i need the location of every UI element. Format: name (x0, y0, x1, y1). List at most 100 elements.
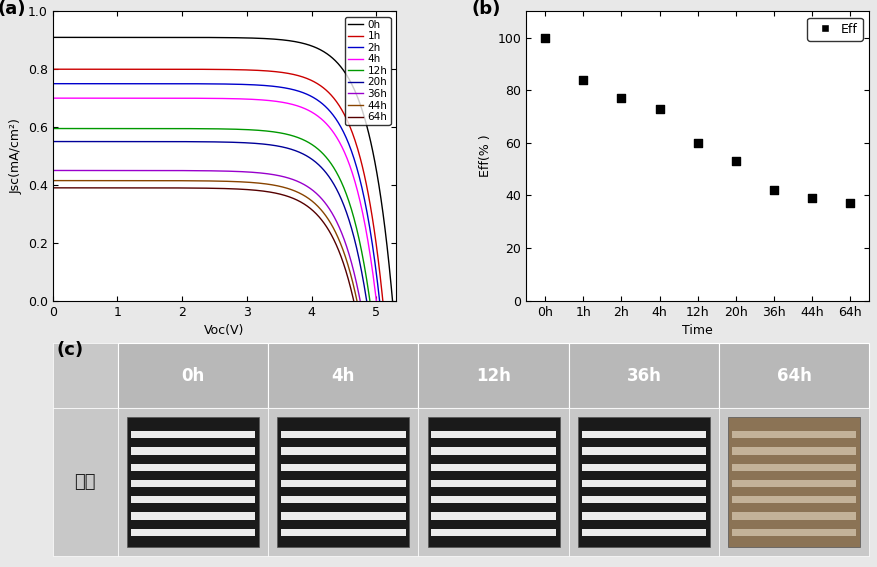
12h (198, 125, 209, 132)
Bar (118, 408, 268, 556)
Text: 64h: 64h (776, 366, 810, 384)
2h (374, 297, 384, 304)
20h (353, 256, 364, 263)
Bar (581, 480, 705, 487)
0h (325, 54, 336, 61)
0h (210, 34, 221, 41)
12h (364, 297, 374, 304)
Point (766, 185, 780, 194)
0h (379, 220, 389, 227)
Bar (581, 513, 705, 519)
44h (228, 178, 239, 185)
20h (234, 139, 245, 146)
Bar (581, 496, 705, 503)
Bar (431, 464, 555, 471)
Bar (127, 417, 259, 547)
Bar (53, 408, 118, 556)
Bar (718, 408, 868, 556)
4h (222, 95, 232, 102)
Bar (281, 431, 405, 438)
64h (348, 297, 359, 304)
64h (192, 185, 203, 192)
36h (354, 297, 365, 304)
4h (363, 242, 374, 248)
20h (361, 297, 372, 304)
Bar (131, 480, 255, 487)
64h (341, 269, 352, 276)
Point (614, 94, 628, 103)
Bar (731, 464, 855, 471)
Bar (268, 343, 418, 408)
Bar (568, 343, 718, 408)
36h (347, 264, 358, 271)
Bar (718, 343, 868, 408)
Bar (281, 513, 405, 519)
4h (201, 95, 211, 101)
Line: 44h: 44h (53, 181, 357, 301)
12h (47, 125, 58, 132)
Point (690, 138, 704, 147)
Text: 36h: 36h (625, 366, 660, 384)
12h (218, 125, 229, 132)
Bar (131, 431, 255, 438)
12h (307, 142, 317, 149)
2h (242, 81, 253, 88)
Bar (731, 480, 855, 487)
Legend: Eff: Eff (807, 18, 862, 41)
36h (230, 168, 240, 175)
Bar (431, 528, 555, 536)
1h (317, 84, 328, 91)
Bar (281, 528, 405, 536)
Line: 2h: 2h (53, 84, 379, 301)
Bar (431, 431, 555, 438)
Text: (a): (a) (0, 0, 26, 18)
Bar (131, 513, 255, 519)
44h (47, 177, 58, 184)
12h (357, 251, 367, 258)
Bar (581, 464, 705, 471)
64h (47, 184, 58, 191)
64h (226, 185, 237, 192)
36h (47, 167, 58, 174)
44h (352, 297, 362, 304)
1h (244, 66, 254, 73)
1h (225, 66, 236, 73)
X-axis label: Time: Time (681, 324, 712, 337)
1h (47, 66, 58, 73)
44h (194, 177, 204, 184)
Bar (427, 417, 559, 547)
Text: 12h: 12h (475, 366, 510, 384)
Text: 0h: 0h (182, 366, 204, 384)
64h (210, 185, 221, 192)
4h (47, 95, 58, 101)
Bar (731, 431, 855, 438)
Bar (431, 447, 555, 455)
Point (842, 199, 856, 208)
Bar (131, 528, 255, 536)
0h (47, 34, 58, 41)
Bar (418, 408, 568, 556)
Line: 1h: 1h (53, 69, 382, 301)
2h (47, 81, 58, 87)
4h (239, 96, 250, 103)
36h (213, 168, 224, 175)
44h (296, 191, 307, 198)
Legend: 0h, 1h, 2h, 4h, 12h, 20h, 36h, 44h, 64h: 0h, 1h, 2h, 4h, 12h, 20h, 36h, 44h, 64h (345, 16, 390, 125)
Bar (431, 480, 555, 487)
Line: 12h: 12h (53, 129, 369, 301)
Bar (727, 417, 859, 547)
Text: 전맴: 전맴 (75, 473, 96, 491)
1h (377, 297, 388, 304)
2h (204, 81, 215, 87)
Line: 64h: 64h (53, 188, 353, 301)
0h (249, 35, 260, 41)
4h (371, 297, 381, 304)
64h (294, 198, 304, 205)
Point (728, 156, 742, 166)
4h (312, 113, 323, 120)
1h (204, 66, 215, 73)
Point (575, 75, 589, 84)
Text: 4h: 4h (332, 366, 354, 384)
Y-axis label: Eff(% ): Eff(% ) (478, 135, 491, 177)
Bar (418, 343, 568, 408)
